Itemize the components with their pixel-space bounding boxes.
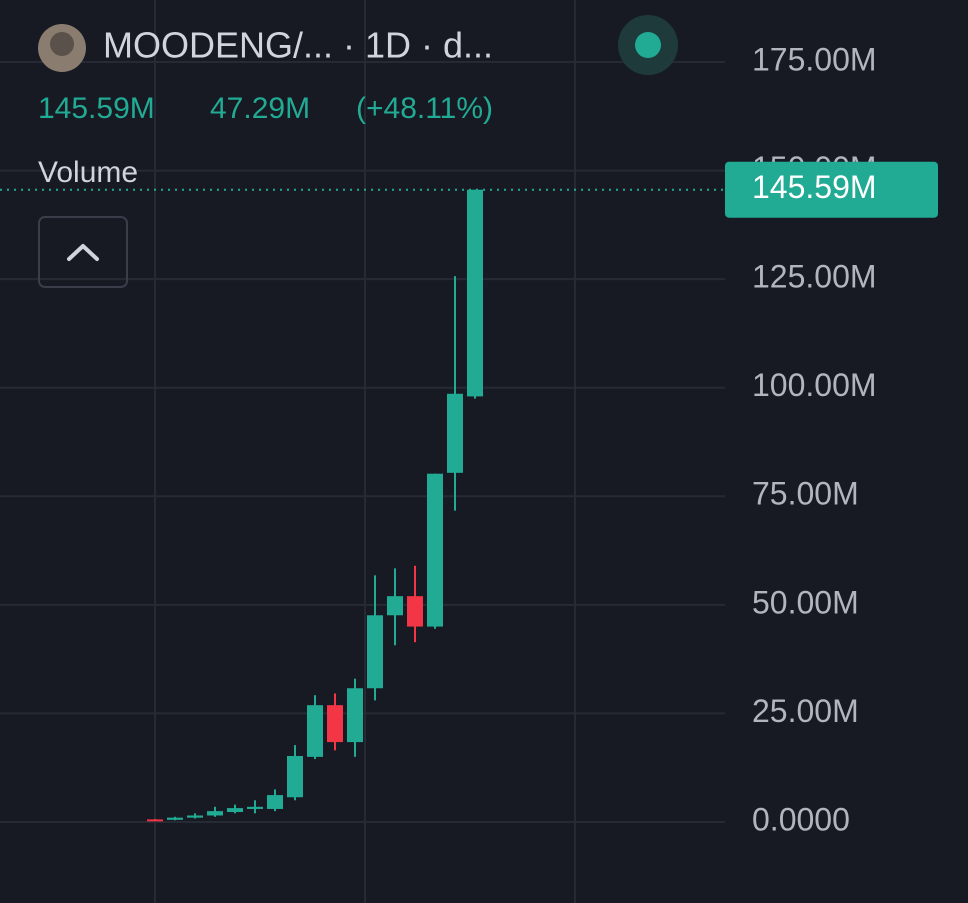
price: 145.59M	[38, 92, 155, 125]
y-tick-label: 0.0000	[752, 801, 850, 837]
y-tick-label: 75.00M	[752, 476, 859, 512]
y-tick-label: 100.00M	[752, 367, 877, 403]
candle-body	[367, 615, 383, 689]
candle-body	[187, 815, 203, 818]
price-tag-box	[725, 161, 938, 218]
candle-body	[327, 705, 343, 743]
y-tick-label: 25.00M	[752, 693, 859, 729]
price-tag: 145.59M	[0, 161, 938, 218]
candle-body	[347, 688, 363, 743]
candle-body	[147, 819, 163, 822]
avatar-detail	[50, 32, 74, 56]
candle-body	[227, 808, 243, 813]
price-tag-label: 145.59M	[752, 169, 877, 205]
candle-body	[387, 596, 403, 616]
candle-body	[407, 596, 423, 627]
change: 47.29M	[210, 92, 310, 125]
y-tick-label: 50.00M	[752, 584, 859, 620]
candle-body	[247, 806, 263, 809]
y-tick-label: 125.00M	[752, 259, 877, 295]
candle-body	[307, 705, 323, 757]
candle-body	[167, 817, 183, 820]
candle-body	[207, 811, 223, 816]
chevron-up-icon	[67, 244, 99, 261]
status-dot	[635, 32, 661, 58]
collapse-button[interactable]	[38, 216, 128, 288]
candle-body	[267, 795, 283, 809]
candles	[147, 189, 483, 822]
candle-body	[467, 189, 483, 397]
chart-title: MOODENG/... · 1D · d...	[103, 25, 493, 66]
candle-body	[287, 755, 303, 798]
indicator-label: Volume	[38, 156, 138, 189]
change-pct: (+48.11%)	[356, 92, 493, 125]
candle-body	[427, 473, 443, 627]
y-tick-label: 175.00M	[752, 41, 877, 77]
candle-body	[447, 393, 463, 473]
